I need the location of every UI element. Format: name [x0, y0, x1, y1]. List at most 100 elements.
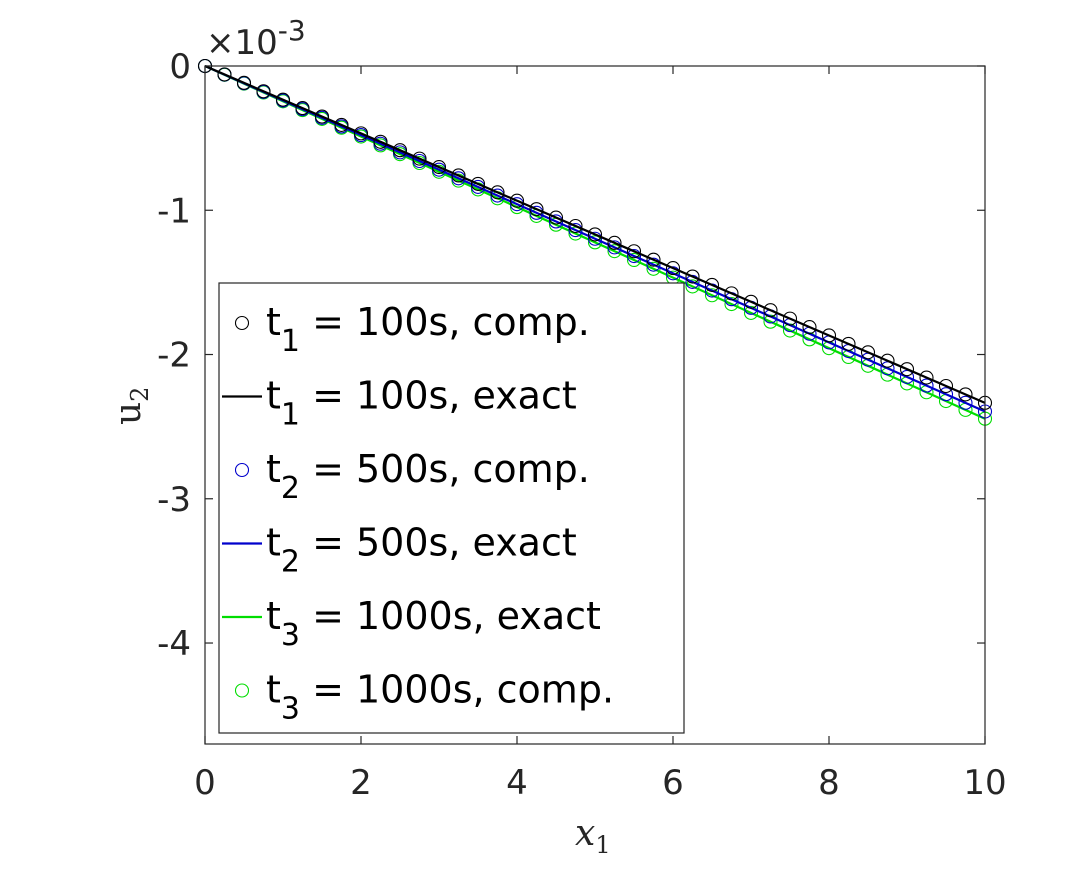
data-point — [626, 248, 642, 264]
data-point — [626, 244, 642, 259]
x-tick-label: 10 — [963, 763, 1006, 803]
ticks-layer: 0 2 4 6 8 10 0 -1 -2 -3 -4 — [157, 47, 1007, 803]
x-axis-label-sub: 1 — [595, 831, 610, 859]
x-tick-label: 6 — [662, 763, 684, 803]
data-point — [704, 277, 720, 292]
data-point — [217, 67, 232, 82]
x-tick-label: 4 — [506, 763, 528, 803]
legend-label-var: t — [266, 374, 281, 418]
legend-label-var: t — [266, 594, 281, 638]
y-axis-label: u2 — [108, 387, 154, 425]
x-tick-label: 2 — [350, 763, 372, 803]
y-exponent-label: ×10-3 — [206, 14, 306, 63]
legend-label-sub: 1 — [281, 398, 300, 433]
legend-label-rest: = 100s, comp. — [300, 300, 590, 344]
legend-label-var: t — [266, 521, 281, 565]
y-tick-label: -4 — [157, 624, 191, 664]
series-layer — [197, 58, 993, 426]
legend-label: t1 = 100s, exact — [266, 374, 577, 433]
data-point — [334, 117, 349, 132]
data-point — [607, 240, 622, 255]
legend-label-var: t — [266, 668, 281, 712]
data-point — [451, 168, 466, 183]
legend-label: t3 = 1000s, comp. — [266, 668, 614, 727]
data-point — [763, 303, 778, 318]
data-point — [665, 266, 681, 281]
legend-label-sub: 2 — [281, 545, 300, 580]
legend-label: t2 = 500s, exact — [266, 521, 577, 580]
legend-label-rest: = 500s, exact — [300, 521, 577, 565]
data-point — [607, 235, 622, 250]
data-point — [841, 336, 856, 351]
data-point — [958, 395, 973, 410]
data-point — [802, 319, 817, 335]
data-point — [275, 92, 291, 107]
y-exponent-power: -3 — [278, 14, 306, 47]
series-line-t-100s-exact — [204, 64, 986, 404]
data-point — [490, 185, 505, 200]
data-point — [821, 328, 837, 343]
data-point — [431, 160, 447, 175]
legend-label-rest: = 500s, comp. — [300, 447, 590, 491]
data-point — [529, 202, 544, 217]
y-tick-label: -1 — [157, 191, 191, 231]
legend-label-var: t — [266, 300, 281, 344]
data-point — [860, 345, 876, 360]
legend-label-rest: = 100s, exact — [300, 374, 577, 418]
x-tick-label: 8 — [818, 763, 840, 803]
data-point — [568, 218, 583, 234]
legend-label: t2 = 500s, comp. — [266, 447, 590, 506]
legend-label-var: t — [266, 447, 281, 491]
legend-marker-swatch — [234, 315, 250, 331]
data-point — [548, 210, 564, 225]
data-point — [899, 369, 915, 384]
legend-label-rest: = 1000s, exact — [300, 594, 601, 638]
data-point — [646, 252, 661, 267]
data-point — [938, 378, 954, 394]
data-point — [919, 370, 934, 385]
data-point — [958, 387, 973, 402]
legend-label: t3 = 1000s, exact — [266, 594, 601, 653]
plot-area-frame — [204, 65, 986, 745]
series-markers-t-100s-comp — [197, 58, 993, 410]
data-point — [704, 288, 720, 303]
legend-label: t1 = 100s, comp. — [266, 300, 590, 359]
data-point — [587, 231, 603, 246]
y-tick-label: 0 — [169, 47, 191, 87]
y-exponent-base: ×10 — [206, 23, 278, 63]
legend-label-sub: 3 — [281, 692, 300, 727]
data-point — [646, 257, 661, 272]
data-point — [919, 378, 934, 393]
data-point — [724, 286, 739, 301]
data-point — [938, 387, 954, 402]
data-point — [373, 134, 388, 149]
data-point — [743, 305, 759, 320]
data-point — [685, 279, 700, 294]
data-point — [314, 109, 330, 124]
x-tick-label: 0 — [194, 763, 216, 803]
legend-marker-swatch — [234, 462, 250, 478]
data-point — [412, 151, 427, 166]
data-point — [899, 362, 915, 377]
data-point — [509, 193, 525, 208]
data-point — [880, 353, 895, 368]
legend-label-sub: 1 — [281, 324, 300, 359]
data-point — [256, 84, 271, 99]
legend-label-sub: 2 — [281, 471, 300, 506]
y-axis-label-main: u — [108, 402, 149, 425]
legend-label-rest: = 1000s, comp. — [300, 668, 614, 712]
data-point — [236, 75, 252, 90]
data-point — [392, 143, 408, 158]
y-tick-label: -2 — [157, 336, 191, 376]
data-point — [724, 297, 739, 312]
data-point — [295, 101, 310, 116]
data-point — [743, 294, 759, 309]
y-tick-label: -3 — [157, 480, 191, 520]
data-point — [646, 261, 661, 276]
data-point — [470, 176, 486, 191]
x-axis-label: x1 — [575, 813, 611, 859]
legend-box — [218, 282, 685, 734]
data-point — [353, 126, 369, 141]
